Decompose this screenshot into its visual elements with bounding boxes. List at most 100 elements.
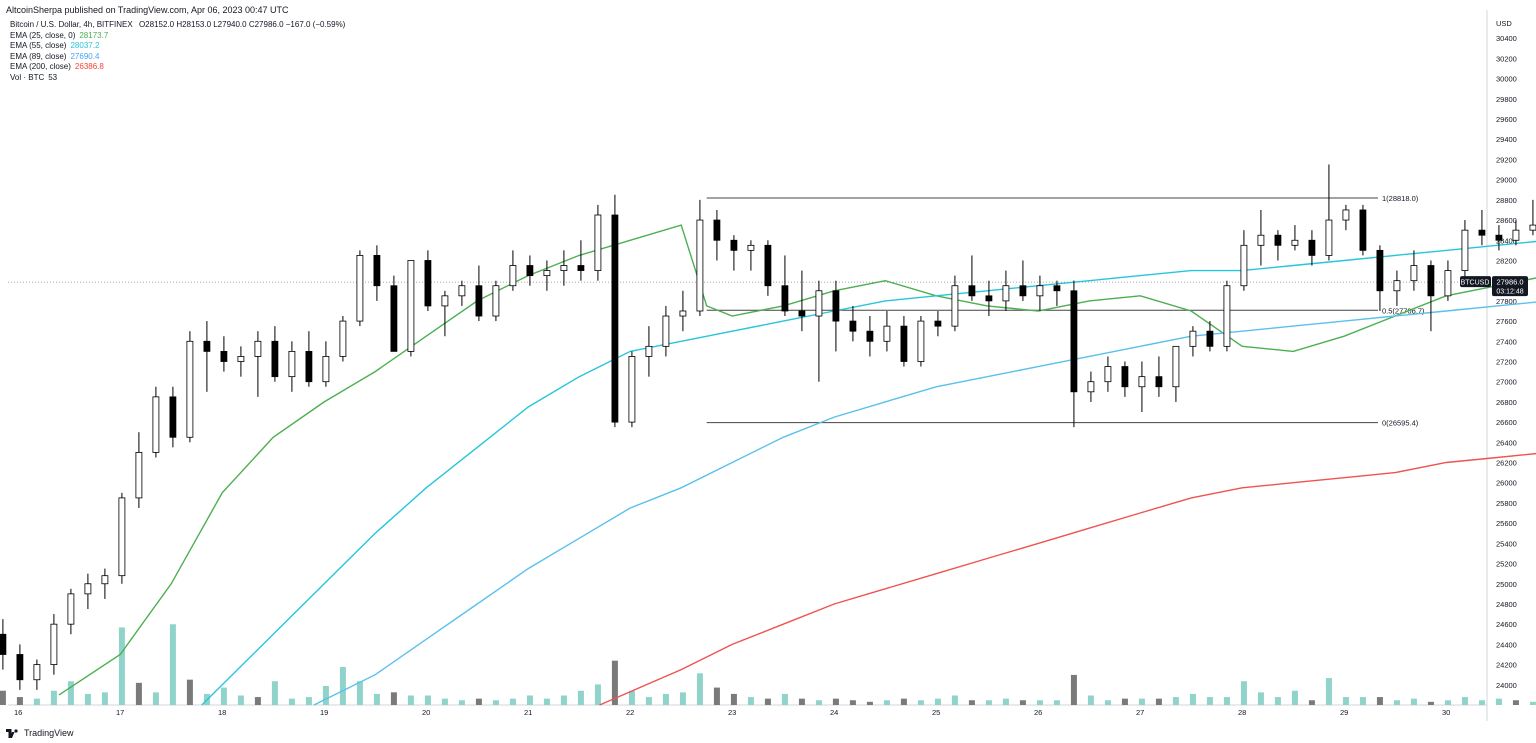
- volume-bar: [696, 673, 703, 705]
- candle: [679, 290, 687, 332]
- volume-bar: [747, 697, 754, 705]
- candle-body: [577, 265, 585, 271]
- candle-body: [1376, 249, 1384, 292]
- volume-bar: [1478, 700, 1485, 705]
- candle: [1529, 199, 1536, 236]
- indicator-label: EMA (200, close): [10, 62, 71, 71]
- candle-body: [866, 330, 874, 342]
- volume-bar: [1444, 700, 1451, 705]
- candle-body: [1342, 209, 1350, 221]
- candle-body: [798, 310, 806, 317]
- candle-body: [662, 315, 670, 347]
- volume-bar: [679, 692, 686, 705]
- candle-body: [1189, 330, 1197, 347]
- candle: [1121, 361, 1129, 397]
- candle: [186, 331, 194, 443]
- footer-brand: TradingView: [6, 728, 74, 738]
- candle-body: [305, 350, 313, 383]
- legend-indicator-row[interactable]: EMA (55, close) 28037.2: [10, 41, 345, 52]
- candle: [1410, 250, 1418, 291]
- ticker-tag-bg: [1460, 276, 1491, 288]
- candle: [1155, 356, 1163, 397]
- candle-body: [254, 340, 262, 357]
- candle-body: [1206, 330, 1214, 347]
- indicator-value: 26386.8: [74, 62, 104, 71]
- volume-bar: [1308, 700, 1315, 705]
- volume-bar: [815, 700, 822, 705]
- price-tick-label: 26600: [1496, 418, 1517, 427]
- candle: [135, 432, 143, 508]
- candle: [1495, 225, 1503, 251]
- price-tick-label: 27600: [1496, 317, 1517, 326]
- indicator-value: 53: [48, 72, 58, 82]
- volume-bar: [1376, 697, 1383, 705]
- volume-bar: [50, 690, 57, 705]
- symbol-title[interactable]: Bitcoin / U.S. Dollar, 4h, BITFINEX: [10, 20, 133, 29]
- ticker-tag: BTCUSD: [1461, 280, 1490, 287]
- volume-bar: [322, 686, 329, 705]
- time-tick-label: 27: [1136, 708, 1144, 717]
- candle-body: [1223, 285, 1231, 347]
- price-tick-label: 30200: [1496, 54, 1517, 63]
- legend-indicator-row[interactable]: EMA (200, close) 26386.8: [10, 62, 345, 73]
- ohlc-values: O28152.0 H28153.0 L27940.0 C27986.0 −167…: [138, 20, 346, 29]
- brand-name: TradingView: [24, 728, 74, 738]
- candle-countdown: 03:12:48: [1496, 289, 1523, 296]
- volume-bar: [1002, 698, 1009, 705]
- candle-body: [118, 497, 126, 577]
- candle: [1274, 230, 1282, 261]
- candle-body: [679, 310, 687, 317]
- volume-bar: [1104, 700, 1111, 705]
- candle-body: [33, 664, 41, 681]
- volume-bar: [577, 690, 584, 705]
- volume-bar: [492, 700, 499, 705]
- price-tick-label: 30000: [1496, 75, 1517, 84]
- candle: [1019, 260, 1027, 301]
- candle: [169, 386, 177, 448]
- legend-indicator-row[interactable]: Vol · BTC 53: [10, 73, 345, 84]
- volume-bar: [611, 660, 618, 705]
- candle: [152, 386, 160, 458]
- price-tick-label: 28200: [1496, 256, 1517, 265]
- volume-bar: [135, 682, 142, 705]
- candle: [1223, 280, 1231, 352]
- legend-indicator-row[interactable]: EMA (25, close, 0) 28173.7: [10, 31, 345, 42]
- candle: [203, 321, 211, 392]
- price-tick-label: 29400: [1496, 135, 1517, 144]
- volume-bar: [1291, 690, 1298, 705]
- candle-body: [883, 325, 891, 342]
- candle-body: [543, 270, 551, 277]
- volume-bar: [1223, 697, 1230, 705]
- candle-body: [492, 285, 500, 317]
- volume-bar: [1138, 698, 1145, 705]
- volume-bar: [1257, 692, 1264, 705]
- volume-bar: [1512, 700, 1519, 705]
- candle: [492, 280, 500, 322]
- volume-bar: [1410, 698, 1417, 705]
- candle-body: [322, 356, 330, 383]
- candle-body: [458, 285, 466, 297]
- legend-indicator-row[interactable]: EMA (89, close) 27690.4: [10, 52, 345, 63]
- volume-bar: [152, 692, 159, 705]
- candle: [543, 260, 551, 291]
- volume-bar: [1053, 700, 1060, 705]
- volume-bar: [84, 693, 91, 705]
- price-tick-label: 26000: [1496, 479, 1517, 488]
- candle: [424, 250, 432, 311]
- candle: [1342, 204, 1350, 231]
- candle: [254, 331, 262, 397]
- candle-body: [560, 265, 568, 271]
- candle-body: [1529, 224, 1536, 231]
- price-tick-label: 25400: [1496, 539, 1517, 548]
- candle-body: [1359, 209, 1367, 251]
- volume-bar: [339, 667, 346, 705]
- candle-body: [101, 575, 109, 585]
- candle: [1291, 225, 1299, 251]
- candle: [594, 204, 602, 281]
- candle: [730, 235, 738, 271]
- candle-body: [781, 285, 789, 312]
- price-tick-label: 26800: [1496, 398, 1517, 407]
- candle-body: [237, 356, 245, 362]
- candle: [1512, 220, 1520, 246]
